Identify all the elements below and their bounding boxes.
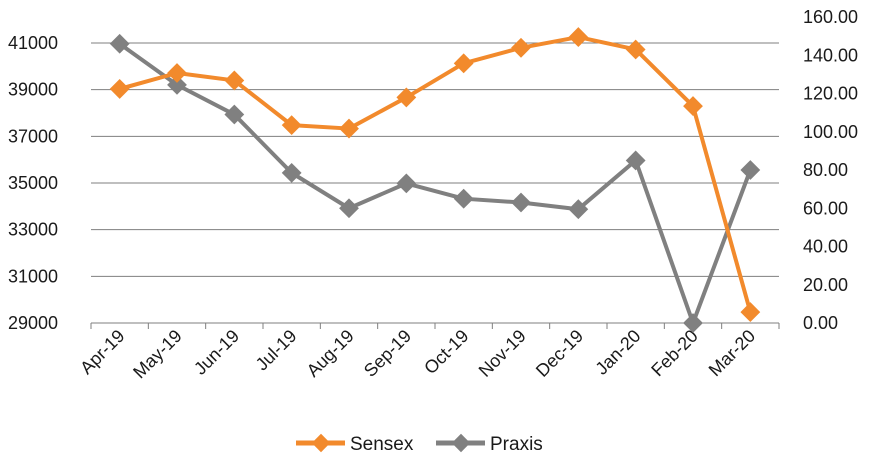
data-point-praxis — [396, 173, 417, 194]
data-point-sensex — [568, 27, 589, 47]
x-tick-label: Feb-20 — [647, 326, 701, 380]
legend-item-sensex: Sensex — [296, 433, 414, 455]
data-point-sensex — [109, 79, 130, 99]
left-tick-label: 31000 — [8, 266, 58, 286]
right-tick-label: 140.00 — [803, 45, 858, 65]
data-point-sensex — [396, 87, 417, 108]
right-tick-label: 20.00 — [803, 275, 848, 295]
left-tick-label: 39000 — [8, 80, 58, 100]
right-tick-label: 60.00 — [803, 198, 848, 218]
gridlines — [91, 42, 779, 277]
data-point-praxis — [683, 313, 703, 333]
left-tick-label: 41000 — [8, 33, 58, 53]
data-point-sensex — [167, 63, 187, 83]
x-tick-label: Aug-19 — [303, 326, 358, 381]
right-tick-label: 0.00 — [803, 313, 838, 333]
legend-label-sensex: Sensex — [350, 434, 414, 455]
x-tick-label: Oct-19 — [420, 326, 472, 378]
series-layer — [109, 27, 761, 333]
left-axis: 29000 31000 33000 35000 37000 39000 41000 — [8, 33, 58, 333]
right-tick-label: 80.00 — [803, 160, 848, 180]
x-tick-label: Jul-19 — [252, 326, 301, 375]
right-tick-label: 120.00 — [803, 84, 858, 104]
data-point-praxis — [453, 188, 474, 209]
data-point-sensex — [453, 53, 474, 74]
legend: Sensex Praxis — [296, 433, 543, 455]
right-tick-label: 160.00 — [803, 7, 858, 27]
x-tick-label: May-19 — [129, 326, 186, 383]
data-point-praxis — [167, 74, 187, 95]
x-tick-label: Dec-19 — [532, 326, 587, 381]
data-point-praxis — [339, 198, 359, 219]
x-tick-label: Nov-19 — [475, 326, 530, 381]
legend-label-praxis: Praxis — [490, 434, 543, 455]
legend-item-praxis: Praxis — [436, 433, 543, 455]
data-point-sensex — [224, 70, 245, 91]
x-tick-label: Apr-19 — [76, 326, 128, 378]
left-tick-label: 29000 — [8, 313, 58, 333]
data-point-sensex — [281, 115, 302, 136]
legend-marker-praxis — [451, 433, 471, 453]
left-tick-label: 37000 — [8, 126, 58, 146]
data-point-sensex — [339, 118, 359, 139]
right-tick-label: 100.00 — [803, 122, 858, 142]
data-point-praxis — [109, 33, 130, 54]
data-point-praxis — [224, 104, 245, 125]
series-line-praxis — [118, 42, 753, 325]
x-tick-label: Jun-19 — [190, 326, 243, 379]
left-tick-label: 35000 — [8, 173, 58, 193]
x-axis: Apr-19 May-19 Jun-19 Jul-19 Aug-19 Sep-19 Oct-… — [76, 322, 780, 383]
data-point-sensex — [511, 37, 531, 58]
series-line-sensex — [119, 35, 753, 313]
right-axis: 0.00 20.00 40.00 60.00 80.00 100.00 120.00 140.… — [803, 7, 858, 333]
legend-marker-sensex — [311, 433, 331, 453]
data-point-praxis — [281, 162, 302, 183]
data-point-praxis — [740, 160, 761, 180]
x-tick-label: Mar-20 — [705, 326, 759, 380]
data-point-sensex — [740, 302, 761, 322]
x-tick-label: Jan-20 — [591, 326, 644, 379]
right-tick-label: 40.00 — [803, 237, 848, 257]
left-tick-label: 33000 — [8, 220, 58, 240]
data-point-praxis — [511, 192, 531, 213]
x-tick-label: Sep-19 — [360, 326, 415, 381]
